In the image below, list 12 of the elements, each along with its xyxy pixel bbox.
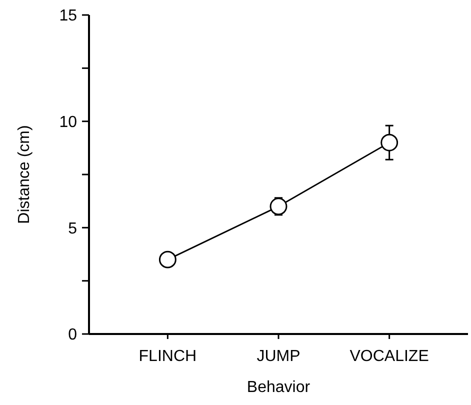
point (270, 198, 288, 216)
point (380, 134, 398, 152)
x-tick-label: JUMP (256, 348, 300, 365)
y-tick-label: 15 (59, 8, 78, 25)
y-tick-label: 10 (59, 114, 78, 131)
y-tick-label: 0 (68, 326, 78, 344)
x-tick-label: FLINCH (138, 348, 197, 365)
point (158, 250, 176, 268)
x-axis-title: Behavior (246, 379, 311, 396)
y-tick-label: 5 (68, 220, 78, 238)
x-tick-label: VOCALIZE (350, 348, 429, 365)
y-axis-title: Distance (cm) (16, 125, 33, 224)
